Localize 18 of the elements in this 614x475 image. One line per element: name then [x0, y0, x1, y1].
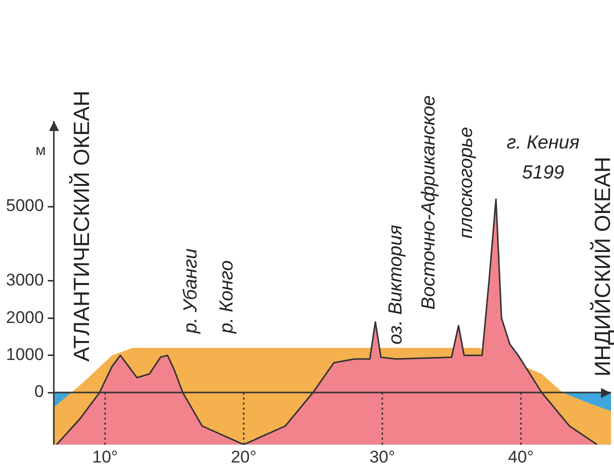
y-tick-label: 5000 [6, 196, 44, 216]
annotation: оз. Виктория [385, 224, 406, 345]
x-tick-label: 10° [92, 447, 118, 466]
x-tick-label: 40° [508, 447, 534, 466]
y-axis-title: м [36, 142, 46, 160]
x-tick-label: 30° [369, 447, 396, 466]
annotation: плоскогорье [456, 126, 478, 239]
y-tick-label: 3000 [6, 270, 44, 290]
x-tick-label: 20° [230, 447, 257, 466]
y-tick-label: 0 [34, 382, 44, 402]
annotation: р. Убанги [180, 248, 202, 334]
y-tick-label: 1000 [6, 345, 44, 364]
annotation: р. Конго [216, 260, 238, 334]
annotation: Восточно-Африканское [418, 95, 440, 310]
annotation: г. Кения [506, 132, 580, 154]
y-tick-label: 2000 [6, 308, 44, 327]
annotation: 5199 [522, 162, 565, 184]
annotation: АТЛАНТИЧЕСКИЙ ОКЕАН [68, 90, 94, 362]
